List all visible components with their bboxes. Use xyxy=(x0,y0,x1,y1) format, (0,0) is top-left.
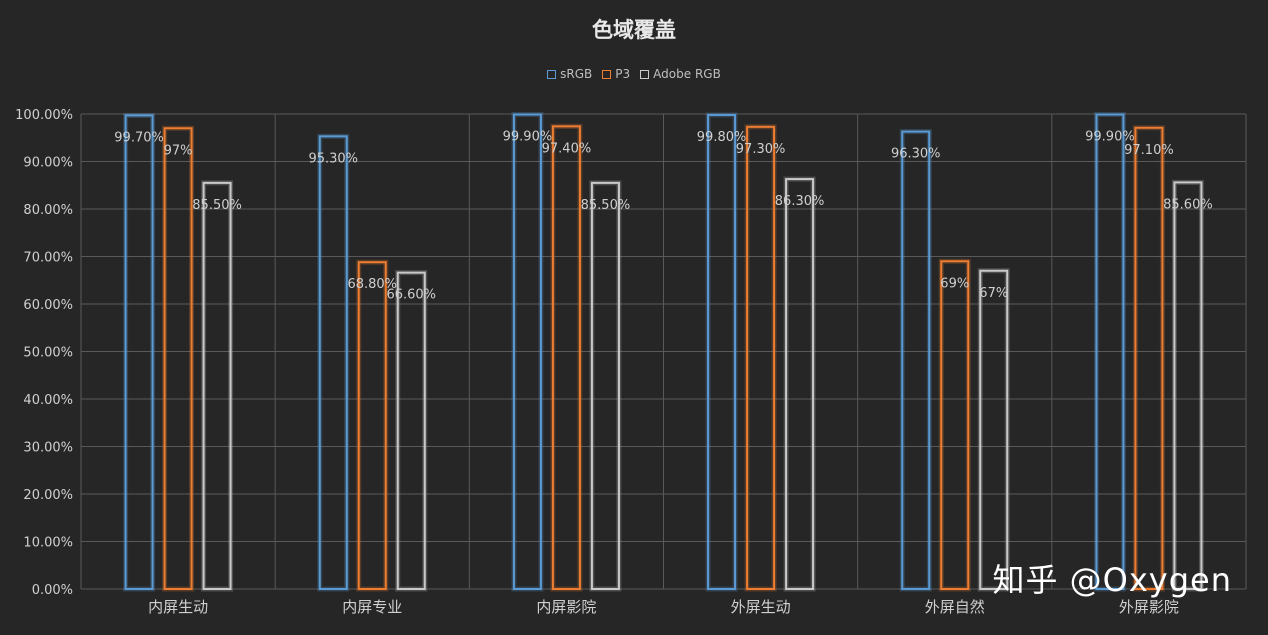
bar xyxy=(396,271,426,590)
bar-glow xyxy=(123,112,156,592)
data-label: 99.90% xyxy=(503,129,553,144)
bar xyxy=(590,181,620,590)
data-label: 85.50% xyxy=(581,198,631,213)
y-tick-label: 100.00% xyxy=(15,108,73,123)
legend-label: sRGB xyxy=(560,67,593,81)
y-tick-label: 60.00% xyxy=(23,298,73,313)
bar-glow xyxy=(744,124,777,592)
data-label: 66.60% xyxy=(386,288,436,303)
data-label: 95.30% xyxy=(308,151,358,166)
bar-glow xyxy=(783,176,816,592)
x-tick-label: 内屏专业 xyxy=(342,598,402,616)
bar xyxy=(901,130,931,590)
data-label: 67% xyxy=(979,286,1008,301)
data-label: 99.80% xyxy=(697,130,747,145)
bar-glow xyxy=(550,123,583,592)
x-tick-label: 内屏影院 xyxy=(536,598,596,616)
x-tick-label: 外屏自然 xyxy=(925,598,985,616)
y-tick-label: 10.00% xyxy=(23,536,73,551)
bar xyxy=(707,113,737,590)
data-label: 97% xyxy=(164,143,193,158)
bar xyxy=(202,181,232,590)
data-label: 85.60% xyxy=(1163,197,1213,212)
data-label: 97.40% xyxy=(542,141,592,156)
bar-glow xyxy=(317,133,350,592)
bar xyxy=(124,114,154,591)
y-tick-label: 30.00% xyxy=(23,441,73,456)
y-tick-label: 0.00% xyxy=(32,583,73,598)
data-label: 68.80% xyxy=(347,277,397,292)
data-label: 97.10% xyxy=(1124,143,1174,158)
bar xyxy=(512,113,542,590)
legend-label: Adobe RGB xyxy=(653,67,721,81)
bar-glow xyxy=(356,259,389,592)
y-tick-label: 50.00% xyxy=(23,346,73,361)
data-label: 96.30% xyxy=(891,147,941,162)
x-tick-label: 外屏影院 xyxy=(1119,598,1179,616)
bar xyxy=(1173,181,1203,590)
bar xyxy=(785,178,815,590)
chart-legend: sRGB P3 Adobe RGB xyxy=(0,67,1268,81)
legend-item: sRGB xyxy=(547,67,592,81)
bar-glow xyxy=(1132,125,1165,592)
legend-item: P3 xyxy=(602,67,630,81)
data-label: 99.70% xyxy=(114,130,164,145)
y-tick-label: 80.00% xyxy=(23,203,73,218)
y-tick-label: 20.00% xyxy=(23,488,73,503)
bar-glow xyxy=(899,129,932,592)
watermark: 知乎 @Oxygen xyxy=(992,561,1232,599)
bar xyxy=(318,135,348,590)
bar-glow xyxy=(162,125,195,592)
bar xyxy=(1134,126,1164,591)
legend-swatch xyxy=(640,69,650,79)
bar-glow xyxy=(201,180,234,592)
legend-swatch xyxy=(602,69,612,79)
x-tick-label: 外屏生动 xyxy=(731,598,791,616)
bar xyxy=(163,127,193,590)
data-label: 86.30% xyxy=(775,194,825,209)
data-label: 97.30% xyxy=(736,142,786,157)
bar xyxy=(979,269,1009,590)
y-tick-label: 90.00% xyxy=(23,156,73,171)
data-label: 69% xyxy=(940,276,969,291)
bar xyxy=(940,260,970,590)
bar-glow xyxy=(589,180,622,592)
bar xyxy=(746,125,776,590)
legend-label: P3 xyxy=(615,67,631,81)
bar xyxy=(551,125,581,590)
y-tick-label: 70.00% xyxy=(23,251,73,266)
data-label: 85.50% xyxy=(192,198,242,213)
data-label: 99.90% xyxy=(1085,129,1135,144)
chart-title: 色域覆盖 xyxy=(592,18,676,42)
bar xyxy=(1095,113,1125,590)
bar-glow xyxy=(938,258,971,592)
bar xyxy=(357,261,387,590)
legend-item: Adobe RGB xyxy=(640,67,721,81)
y-tick-label: 40.00% xyxy=(23,393,73,408)
x-tick-label: 内屏生动 xyxy=(148,598,208,616)
legend-swatch xyxy=(547,69,557,79)
bar-glow xyxy=(1171,179,1204,592)
